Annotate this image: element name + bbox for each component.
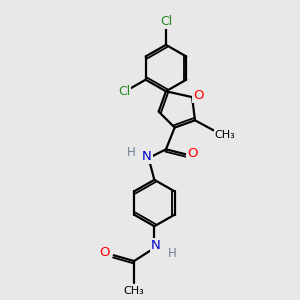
Text: H: H xyxy=(127,146,136,159)
Text: O: O xyxy=(188,147,198,160)
Text: H: H xyxy=(167,247,176,260)
Text: O: O xyxy=(100,246,110,260)
Text: Cl: Cl xyxy=(160,15,172,28)
Text: Cl: Cl xyxy=(118,85,130,98)
Text: N: N xyxy=(151,238,161,252)
Text: N: N xyxy=(142,150,152,163)
Text: O: O xyxy=(193,89,204,102)
Text: CH₃: CH₃ xyxy=(214,130,235,140)
Text: CH₃: CH₃ xyxy=(124,286,144,296)
